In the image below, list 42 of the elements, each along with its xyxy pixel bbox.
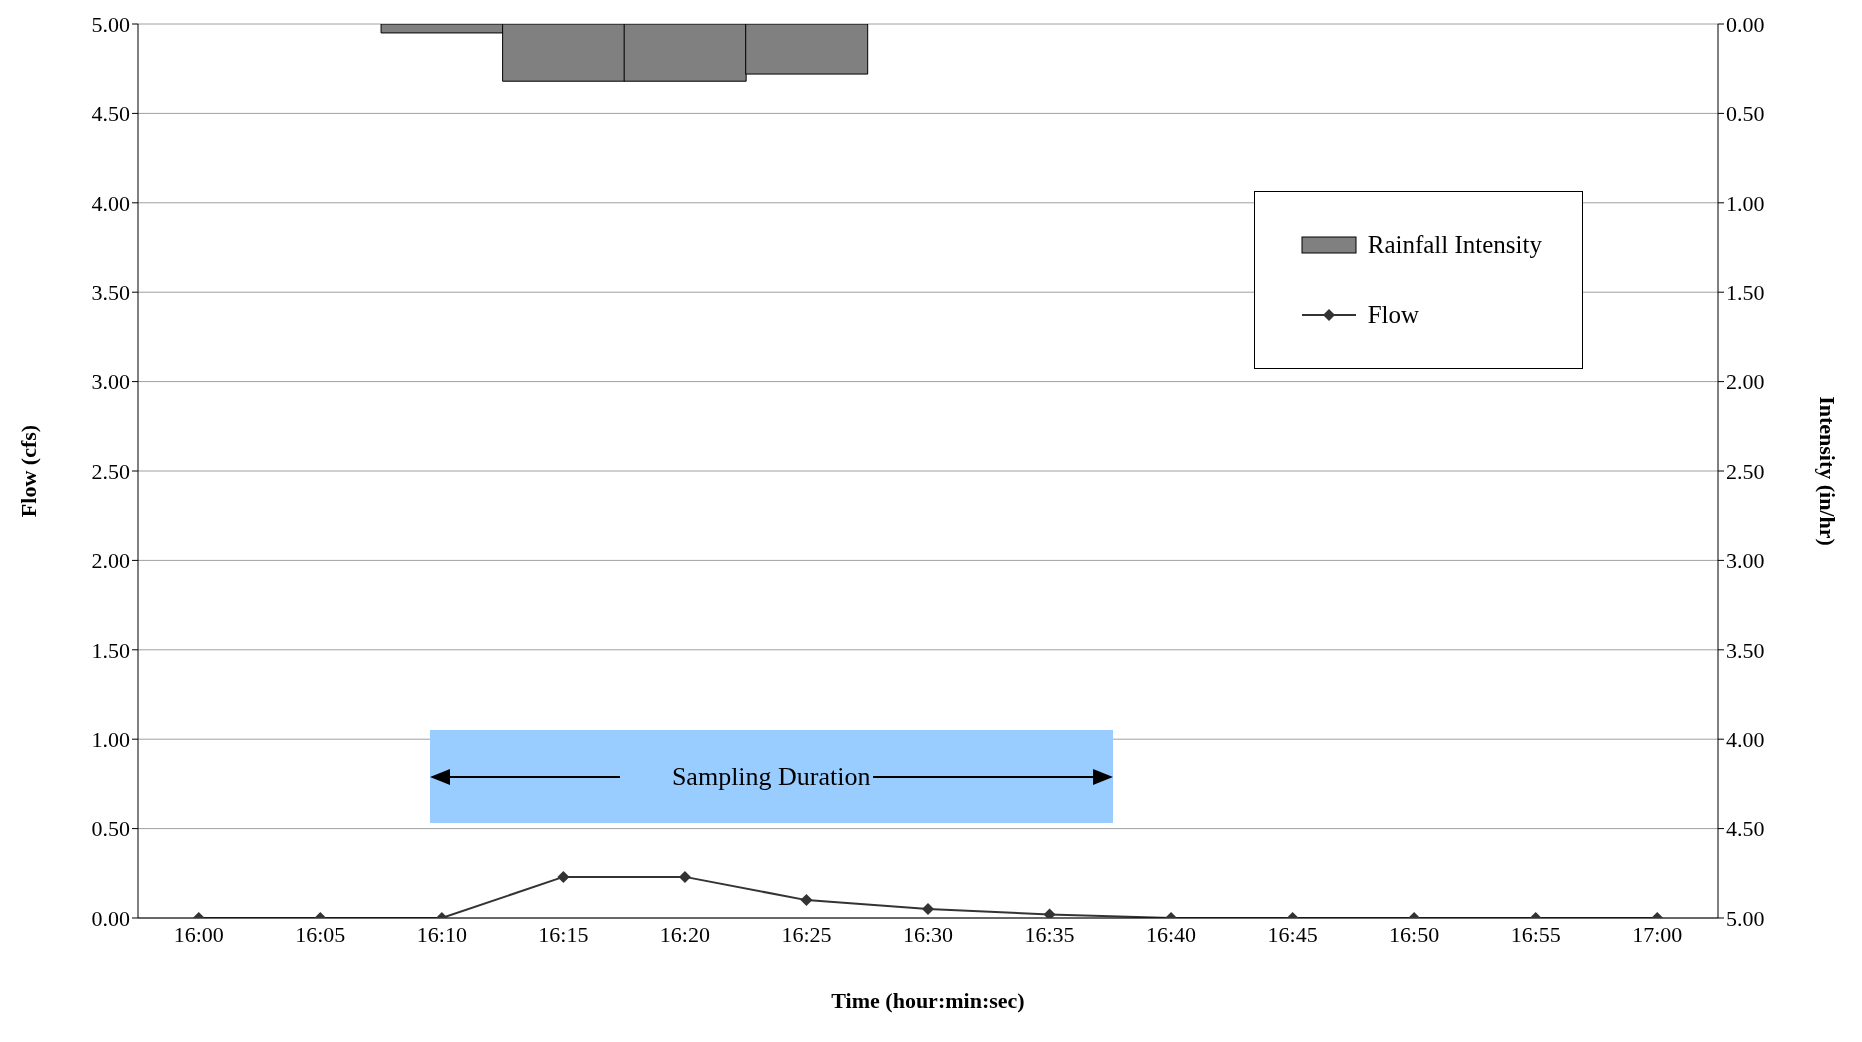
y-tick-label: 4.00 — [91, 190, 130, 216]
y2-tick-label: 4.50 — [1726, 816, 1765, 842]
y-tick-label: 5.00 — [91, 11, 130, 37]
y2-tick-label: 3.50 — [1726, 637, 1765, 663]
y2-tick-label: 3.00 — [1726, 548, 1765, 574]
x-tick-label: 16:35 — [1024, 921, 1075, 947]
x-tick-label: 17:00 — [1632, 921, 1683, 947]
y-tick-label: 3.00 — [91, 369, 130, 395]
x-tick-label: 16:15 — [538, 921, 589, 947]
x-tick-label: 16:50 — [1389, 921, 1440, 947]
x-tick-label: 16:25 — [781, 921, 832, 947]
legend-label: Flow — [1367, 301, 1420, 329]
y-tick-label: 3.50 — [91, 280, 130, 306]
x-tick-label: 16:20 — [659, 921, 710, 947]
annotation: Sampling Duration — [671, 761, 871, 791]
x-tick-label: 16:30 — [902, 921, 954, 947]
label-box: Sampling Duration — [429, 730, 1113, 824]
y-tick-label: 1.00 — [91, 727, 130, 753]
y-tick-label: 2.50 — [91, 458, 130, 484]
y2-tick-label: 1.50 — [1726, 280, 1765, 306]
y-axis-title: Flow (cfs) — [15, 424, 41, 518]
x-axis-title: Time (hour:min:sec) — [831, 988, 1025, 1013]
y-tick-label: 0.00 — [91, 905, 130, 931]
x-tick-label: 16:10 — [416, 921, 467, 947]
x-tick-label: 16:05 — [295, 921, 346, 947]
x-tick-label: 16:00 — [173, 921, 224, 947]
x-tick-label: 16:55 — [1510, 921, 1561, 947]
y-tick-label: 0.50 — [91, 816, 130, 842]
legend-label: Rainfall Intensity — [1367, 231, 1542, 259]
y2-tick-label: 2.00 — [1726, 369, 1765, 395]
y2-tick-label: 1.00 — [1726, 190, 1765, 216]
y-tick-label: 4.50 — [91, 101, 130, 127]
x-tick-label: 16:45 — [1267, 921, 1318, 947]
y-tick-label: 2.00 — [91, 548, 130, 574]
y2-tick-label: 2.50 — [1726, 458, 1765, 484]
y-tick-label: 1.50 — [91, 637, 130, 663]
y2-tick-label: 4.00 — [1726, 727, 1765, 753]
y2-tick-label: 5.00 — [1726, 905, 1765, 931]
y2-axis-title: Intensity (in/hr) — [1815, 396, 1841, 546]
y2-tick-label: 0.50 — [1726, 101, 1765, 127]
y2-tick-label: 0.00 — [1726, 11, 1765, 37]
x-tick-label: 16:40 — [1146, 921, 1197, 947]
